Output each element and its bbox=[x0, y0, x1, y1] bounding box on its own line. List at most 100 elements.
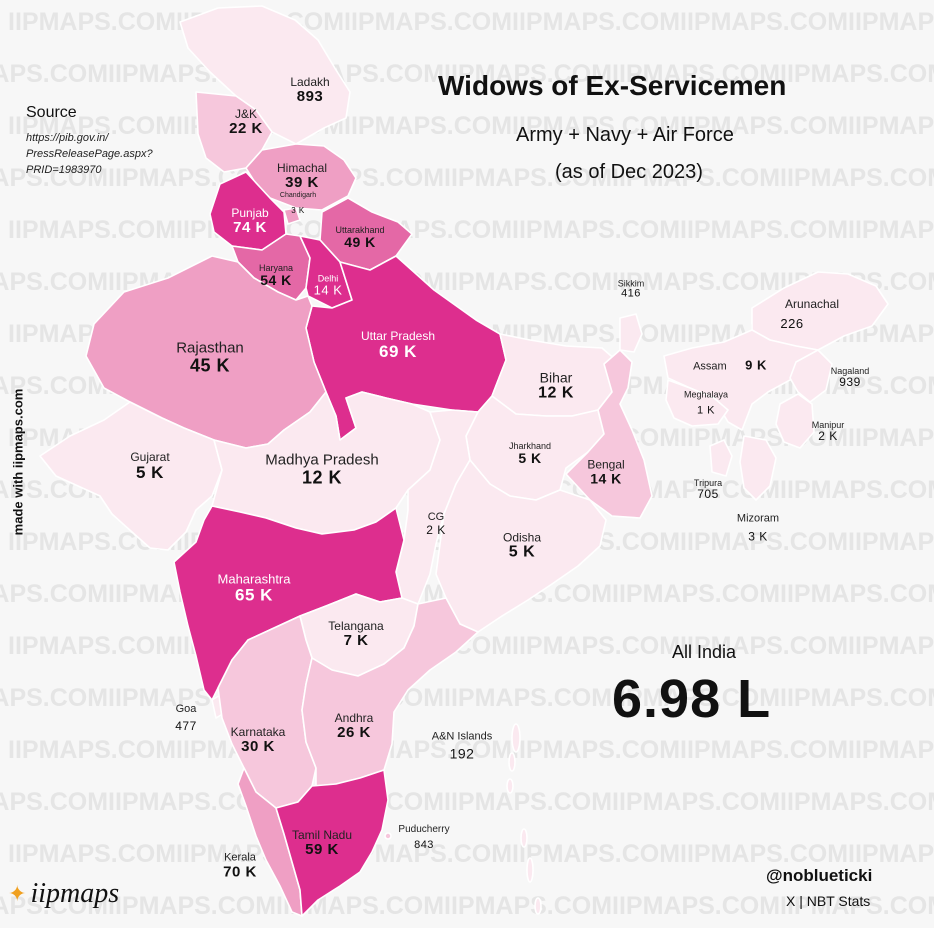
watermark-text: IIPMAPS.COM bbox=[612, 892, 780, 920]
map-subtitle: Army + Navy + Air Force bbox=[516, 124, 734, 146]
iipmaps-logo: ✦ iipmaps bbox=[8, 878, 119, 910]
state-value: 9 K bbox=[745, 357, 767, 373]
sparkle-icon: ✦ bbox=[8, 881, 27, 906]
label-arunachal: Arunachal 226 bbox=[780, 298, 843, 330]
watermark-text: IIPMAPS.COM bbox=[0, 164, 108, 192]
state-value: 12 K bbox=[301, 467, 343, 488]
state-value: 59 K bbox=[305, 840, 339, 858]
state-gujarat[interactable] bbox=[39, 401, 223, 551]
state-name: CG bbox=[427, 510, 445, 523]
watermark-text: IIPMAPS.COM bbox=[0, 60, 108, 88]
state-an[interactable] bbox=[506, 723, 542, 915]
state-sikkim[interactable] bbox=[619, 313, 643, 353]
watermark-text: IIPMAPS.COM bbox=[8, 216, 176, 244]
state-value: 30 K bbox=[241, 737, 275, 755]
state-name: J&K bbox=[234, 106, 257, 121]
state-mizoram[interactable] bbox=[739, 435, 777, 501]
watermark-text: IIPMAPS.COM bbox=[612, 60, 780, 88]
made-with-credit: made with iipmaps.com bbox=[10, 388, 26, 536]
label-tamilnadu: Tamil Nadu 59 K bbox=[292, 829, 352, 857]
watermark-text: IIPMAPS.COM bbox=[680, 736, 848, 764]
state-tripura[interactable] bbox=[709, 439, 733, 477]
watermark-text: IIPMAPS.COM bbox=[848, 424, 934, 452]
state-name: Himachal bbox=[276, 160, 328, 175]
state-value: 3 K bbox=[291, 206, 305, 216]
label-andhra: Andhra 26 K bbox=[335, 712, 374, 740]
state-name: Gujarat bbox=[130, 449, 170, 464]
watermark-text: IIPMAPS.COM bbox=[444, 60, 612, 88]
logo-text: iipmaps bbox=[30, 878, 120, 909]
state-tamilnadu[interactable] bbox=[275, 769, 389, 917]
state-value: 69 K bbox=[379, 341, 417, 361]
watermark-text: IIPMAPS.COM bbox=[780, 892, 934, 920]
state-name: Kerala bbox=[224, 851, 256, 864]
state-odisha[interactable] bbox=[435, 459, 607, 633]
label-assam: Assam 9 K bbox=[693, 358, 767, 375]
state-value: 893 bbox=[296, 87, 324, 105]
state-value: 14 K bbox=[590, 469, 622, 486]
label-mp: Madhya Pradesh 12 K bbox=[265, 452, 378, 488]
state-ladakh[interactable] bbox=[179, 5, 351, 145]
watermark-text: IIPMAPS.COM bbox=[612, 684, 780, 712]
state-bengal[interactable] bbox=[565, 349, 653, 519]
watermark-text: IIPMAPS.COM bbox=[8, 736, 176, 764]
state-name: Andhra bbox=[334, 710, 374, 725]
all-india-label: All India bbox=[672, 642, 737, 662]
state-name: Manipur bbox=[811, 419, 845, 430]
state-nagaland[interactable] bbox=[789, 349, 833, 403]
state-value: 477 bbox=[175, 718, 197, 733]
state-name: Jharkhand bbox=[508, 440, 552, 451]
state-value: 1 K bbox=[696, 404, 715, 417]
watermark-text: IIPMAPS.COM bbox=[8, 8, 176, 36]
watermark-text: IIPMAPS.COM bbox=[680, 840, 848, 868]
state-value: 14 K bbox=[313, 282, 343, 298]
watermark-text: IIPMAPS.COM bbox=[8, 112, 176, 140]
state-name: Nagaland bbox=[830, 365, 870, 376]
state-cg[interactable] bbox=[395, 409, 479, 605]
watermark-text: IIPMAPS.COM bbox=[444, 164, 612, 192]
state-value: 12 K bbox=[538, 383, 574, 401]
watermark-text: IIPMAPS.COM bbox=[780, 476, 934, 504]
state-name: Mizoram bbox=[736, 512, 780, 525]
state-manipur[interactable] bbox=[775, 393, 815, 449]
state-value: 416 bbox=[621, 287, 641, 300]
state-value: 45 K bbox=[189, 355, 231, 376]
watermark-text: IIPMAPS.COM bbox=[612, 268, 780, 296]
label-chandigarh: Chandigarh 3 K bbox=[280, 192, 316, 216]
watermark-text: IIPMAPS.COM bbox=[848, 736, 934, 764]
state-name: Bengal bbox=[587, 457, 625, 472]
source-link[interactable]: https://pib.gov.in/ PressReleasePage.asp… bbox=[26, 132, 153, 176]
state-name: Tamil Nadu bbox=[291, 827, 353, 842]
label-maharashtra: Maharashtra 65 K bbox=[218, 572, 291, 603]
state-name: Tripura bbox=[693, 477, 723, 488]
label-haryana: Haryana 54 K bbox=[259, 263, 293, 288]
state-andhra[interactable] bbox=[301, 597, 479, 787]
source-heading: Source bbox=[26, 104, 77, 121]
credit-line: X | NBT Stats bbox=[786, 893, 871, 909]
watermark-text: IIPMAPS.COM bbox=[512, 216, 680, 244]
state-value: 2 K bbox=[818, 429, 838, 444]
author-handle: @noblueticki bbox=[766, 866, 873, 885]
watermark-text: IIPMAPS.COM bbox=[780, 788, 934, 816]
state-punjab[interactable] bbox=[209, 171, 287, 251]
state-meghalaya[interactable] bbox=[665, 379, 729, 427]
state-name: Chandigarh bbox=[279, 192, 317, 200]
state-puducherry[interactable] bbox=[384, 832, 392, 840]
state-value: 39 K bbox=[285, 173, 319, 191]
state-value: 192 bbox=[449, 744, 475, 761]
label-nagaland: Nagaland 939 bbox=[830, 365, 870, 389]
watermark-text: IIPMAPS.COM bbox=[848, 112, 934, 140]
state-name: Goa bbox=[175, 702, 197, 715]
label-himachal: Himachal 39 K bbox=[277, 162, 327, 190]
label-jk: J&K 22 K bbox=[229, 108, 263, 136]
watermark-text: IIPMAPS.COM bbox=[444, 892, 612, 920]
state-chandigarh[interactable] bbox=[283, 207, 301, 225]
state-name: Uttarakhand bbox=[335, 224, 385, 235]
watermark-text: IIPMAPS.COM bbox=[0, 788, 108, 816]
watermark-text: IIPMAPS.COM bbox=[444, 268, 612, 296]
state-value: 70 K bbox=[223, 862, 257, 880]
label-bihar: Bihar 12 K bbox=[538, 370, 574, 401]
watermark-text: IIPMAPS.COM bbox=[848, 632, 934, 660]
watermark-text: IIPMAPS.COM bbox=[612, 580, 780, 608]
